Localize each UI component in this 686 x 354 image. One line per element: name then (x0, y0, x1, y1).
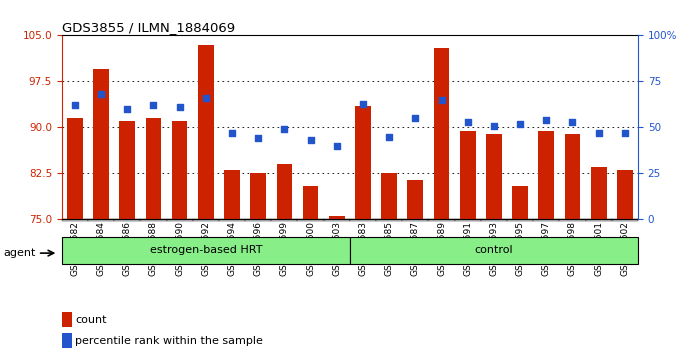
Bar (303, 186, 318, 219)
Bar (93, 69, 109, 219)
Bar (324, 219, 350, 221)
Bar (250, 173, 266, 219)
Bar (355, 106, 371, 219)
Bar (512, 186, 528, 219)
Point (148, 103, 159, 108)
Bar (539, 131, 554, 219)
Bar (407, 179, 423, 219)
Bar (67, 118, 83, 219)
Point (174, 104, 185, 110)
Bar (376, 219, 402, 221)
Bar (62, 312, 72, 327)
Text: agent: agent (3, 248, 36, 258)
Point (410, 115, 421, 121)
Bar (219, 219, 245, 221)
Bar (429, 219, 455, 221)
Bar (62, 333, 72, 348)
Bar (350, 237, 638, 264)
Point (226, 130, 237, 136)
Bar (565, 133, 580, 219)
Bar (329, 216, 344, 219)
Bar (114, 219, 141, 221)
Bar (224, 170, 240, 219)
Bar (119, 121, 135, 219)
Bar (381, 173, 397, 219)
Point (305, 137, 316, 143)
Point (331, 143, 342, 149)
Bar (62, 219, 88, 221)
Text: estrogen-based HRT: estrogen-based HRT (150, 245, 262, 256)
Bar (455, 219, 481, 221)
Bar (507, 219, 533, 221)
Bar (586, 219, 612, 221)
Bar (612, 219, 638, 221)
Bar (559, 219, 586, 221)
Point (279, 126, 290, 132)
Bar (591, 167, 606, 219)
Point (567, 119, 578, 125)
Text: control: control (475, 245, 513, 256)
Bar (460, 131, 475, 219)
Point (69, 103, 80, 108)
Bar (193, 219, 219, 221)
Bar (533, 219, 559, 221)
Text: percentile rank within the sample: percentile rank within the sample (75, 336, 263, 346)
Bar (350, 219, 376, 221)
Point (436, 97, 447, 103)
Point (252, 136, 263, 141)
Point (200, 95, 211, 101)
Bar (245, 219, 271, 221)
Bar (481, 219, 507, 221)
Point (541, 117, 552, 123)
Bar (486, 133, 501, 219)
Bar (145, 118, 161, 219)
Bar (617, 170, 632, 219)
Bar (62, 237, 350, 264)
Bar (434, 48, 449, 219)
Point (357, 101, 368, 106)
Point (514, 121, 525, 127)
Point (462, 119, 473, 125)
Point (383, 134, 394, 139)
Point (593, 130, 604, 136)
Bar (172, 121, 187, 219)
Bar (276, 164, 292, 219)
Point (121, 106, 132, 112)
Bar (298, 219, 324, 221)
Bar (402, 219, 429, 221)
Point (619, 130, 630, 136)
Bar (198, 45, 213, 219)
Bar (271, 219, 298, 221)
Point (95, 91, 106, 97)
Bar (88, 219, 114, 221)
Text: GDS3855 / ILMN_1884069: GDS3855 / ILMN_1884069 (62, 21, 235, 34)
Bar (167, 219, 193, 221)
Bar (141, 219, 167, 221)
Text: count: count (75, 315, 107, 325)
Point (488, 123, 499, 129)
